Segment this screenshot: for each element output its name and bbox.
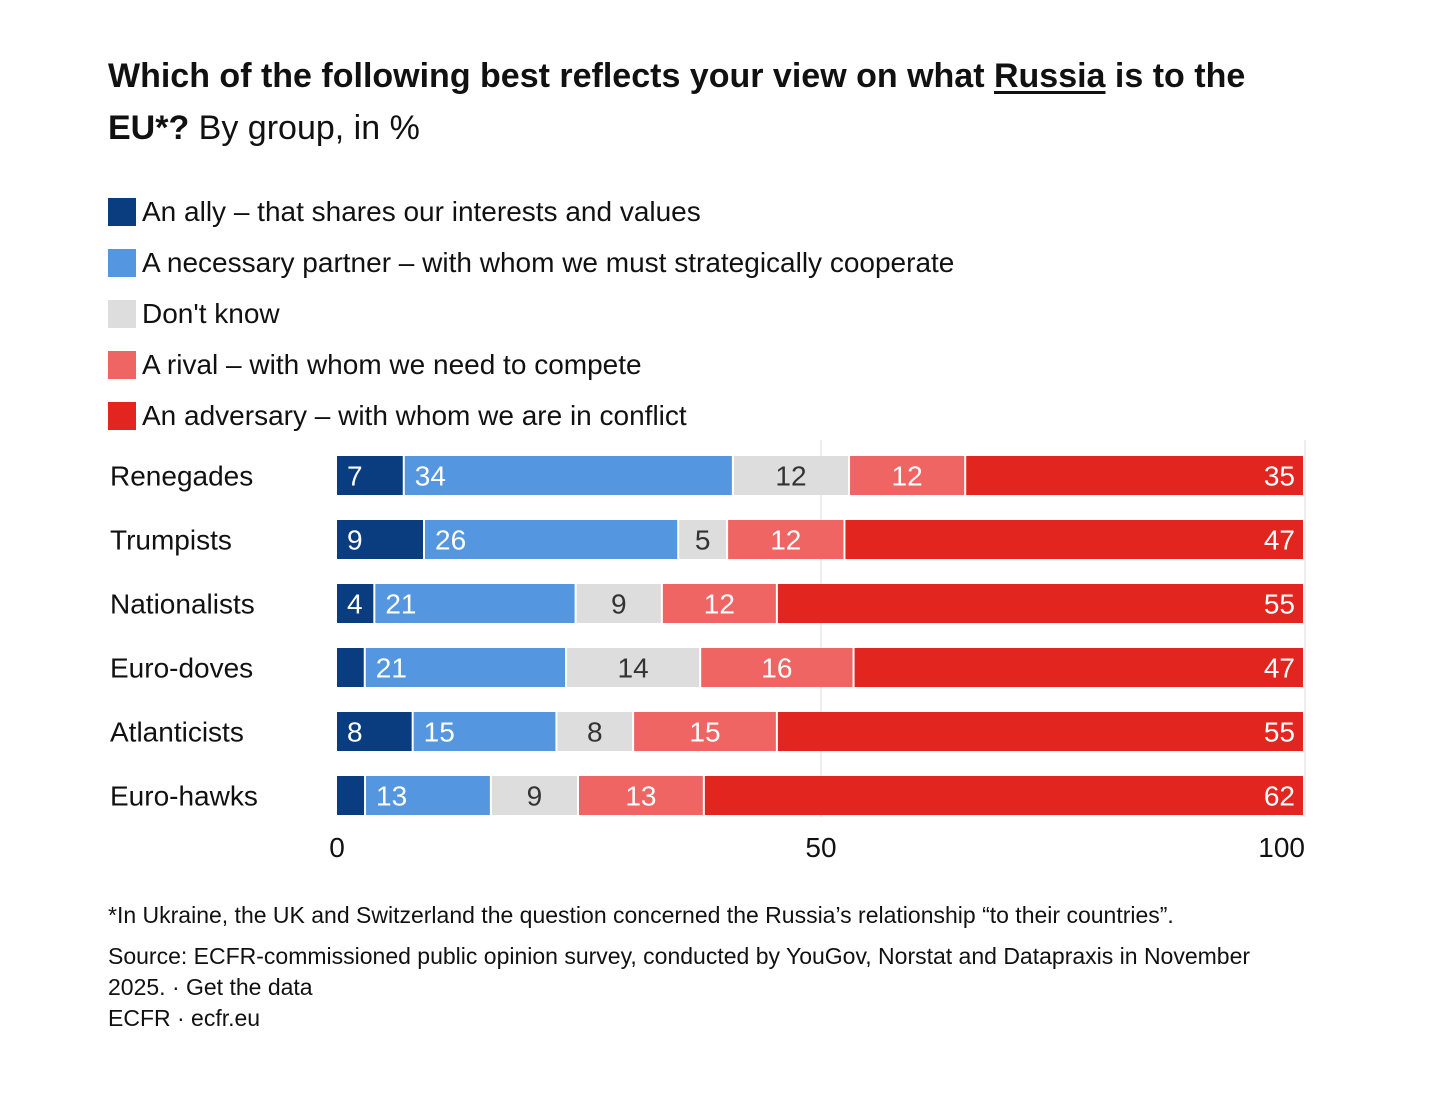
value-label-nationalists-ally: 4 [347, 589, 363, 620]
legend-label-ally: An ally – that shares our interests and … [142, 195, 701, 227]
bar-trumpists-dont-know [679, 520, 727, 559]
value-label-euro-hawks-dont-know: 9 [527, 781, 543, 812]
source-note: Source: ECFR-commissioned public opinion… [108, 943, 1251, 1000]
bar-trumpists-ally [337, 520, 423, 559]
value-label-nationalists-partner: 21 [385, 589, 416, 620]
legend-item-adversary: An adversary – with whom we are in confl… [108, 390, 954, 441]
title-russia-underlined: Russia [993, 57, 1106, 95]
bar-euro-doves-partner [365, 648, 566, 687]
bar-euro-doves-ally [337, 648, 364, 687]
legend-label-rival: A rival – with whom we need to compete [142, 348, 642, 380]
legend-label-partner: A necessary partner – with whom we must … [142, 246, 955, 278]
legend-item-ally: An ally – that shares our interests and … [108, 186, 954, 237]
bar-renegades-rival [850, 456, 965, 495]
category-label-renegades: Renegades [110, 461, 253, 492]
title-question-end: is to the EU*? [108, 57, 1246, 147]
bar-euro-hawks-partner [366, 776, 490, 815]
value-label-euro-hawks-adversary: 62 [1264, 781, 1295, 812]
value-label-nationalists-rival: 12 [704, 589, 735, 620]
bar-renegades-ally [337, 456, 403, 495]
bar-nationalists-adversary [777, 584, 1303, 623]
category-label-euro-doves: Euro-doves [110, 653, 253, 684]
value-label-renegades-ally: 7 [347, 461, 363, 492]
x-tick-label-100: 100 [1258, 832, 1305, 863]
bar-atlanticists-ally [337, 712, 412, 751]
legend-item-partner: A necessary partner – with whom we must … [108, 237, 954, 288]
legend-label-adversary: An adversary – with whom we are in confl… [142, 399, 687, 431]
value-label-atlanticists-dont-know: 8 [587, 717, 603, 748]
bar-renegades-partner [404, 456, 732, 495]
legend-swatch-dont-know [108, 299, 136, 328]
x-tick-label-0: 0 [329, 832, 345, 863]
bar-euro-doves-rival [701, 648, 853, 687]
value-label-trumpists-adversary: 47 [1264, 525, 1295, 556]
value-label-atlanticists-rival: 15 [689, 717, 720, 748]
value-label-renegades-partner: 34 [415, 461, 446, 492]
title-question-start: Which of the following best reflects you… [108, 57, 994, 95]
bar-renegades-dont-know [733, 456, 849, 495]
footnote: *In Ukraine, the UK and Switzerland the … [108, 902, 1174, 928]
bar-nationalists-partner [375, 584, 575, 623]
value-label-nationalists-adversary: 55 [1264, 589, 1295, 620]
value-label-renegades-dont-know: 12 [775, 461, 806, 492]
chart-title: Which of the following best reflects you… [108, 50, 1308, 154]
legend-swatch-partner [108, 248, 136, 277]
value-label-trumpists-partner: 26 [435, 525, 466, 556]
bar-euro-doves-dont-know [567, 648, 700, 687]
value-label-trumpists-dont-know: 5 [695, 525, 711, 556]
bar-renegades-adversary [966, 456, 1303, 495]
bar-atlanticists-rival [634, 712, 776, 751]
bar-nationalists-ally [337, 584, 374, 623]
value-label-euro-hawks-rival: 13 [625, 781, 656, 812]
bar-euro-doves-adversary [854, 648, 1303, 687]
bar-trumpists-rival [728, 520, 844, 559]
bar-euro-hawks-dont-know [491, 776, 577, 815]
legend-swatch-rival [108, 350, 136, 379]
value-label-trumpists-rival: 12 [770, 525, 801, 556]
bar-euro-hawks-ally [337, 776, 365, 815]
bar-trumpists-partner [425, 520, 678, 559]
value-label-trumpists-ally: 9 [347, 525, 363, 556]
bar-euro-hawks-rival [579, 776, 703, 815]
value-label-euro-doves-partner: 21 [376, 653, 407, 684]
brand-credit: ECFR · ecfr.eu [108, 1005, 261, 1031]
title-subtitle: By group, in % [189, 109, 420, 147]
category-label-atlanticists: Atlanticists [110, 717, 244, 748]
value-label-nationalists-dont-know: 9 [611, 589, 627, 620]
bar-trumpists-adversary [845, 520, 1303, 559]
value-label-atlanticists-partner: 15 [424, 717, 455, 748]
bar-nationalists-dont-know [576, 584, 661, 623]
value-label-euro-doves-dont-know: 14 [618, 653, 649, 684]
value-label-renegades-adversary: 35 [1264, 461, 1295, 492]
legend-swatch-ally [108, 197, 136, 226]
bar-euro-hawks-adversary [704, 776, 1303, 815]
stacked-bar-chart: Renegades 7 34 12 12 35 Trumpists 9 26 5 12 47 Natio… [110, 440, 1306, 863]
value-label-atlanticists-adversary: 55 [1264, 717, 1295, 748]
bar-nationalists-rival [662, 584, 776, 623]
legend-label-dont-know: Don't know [142, 297, 280, 329]
legend-swatch-adversary [108, 401, 136, 430]
bar-atlanticists-partner [413, 712, 556, 751]
legend-item-rival: A rival – with whom we need to compete [108, 339, 954, 390]
bar-atlanticists-adversary [777, 712, 1303, 751]
value-label-euro-doves-rival: 16 [761, 653, 792, 684]
category-label-nationalists: Nationalists [110, 589, 255, 620]
value-label-renegades-rival: 12 [892, 461, 923, 492]
value-label-euro-doves-adversary: 47 [1264, 653, 1295, 684]
bar-atlanticists-dont-know [557, 712, 633, 751]
value-label-euro-hawks-partner: 13 [376, 781, 407, 812]
legend: An ally – that shares our interests and … [108, 186, 954, 441]
category-label-euro-hawks: Euro-hawks [110, 781, 258, 812]
legend-item-dont-know: Don't know [108, 288, 954, 339]
value-label-atlanticists-ally: 8 [347, 717, 363, 748]
x-tick-label-50: 50 [805, 832, 836, 863]
category-label-trumpists: Trumpists [110, 525, 232, 556]
